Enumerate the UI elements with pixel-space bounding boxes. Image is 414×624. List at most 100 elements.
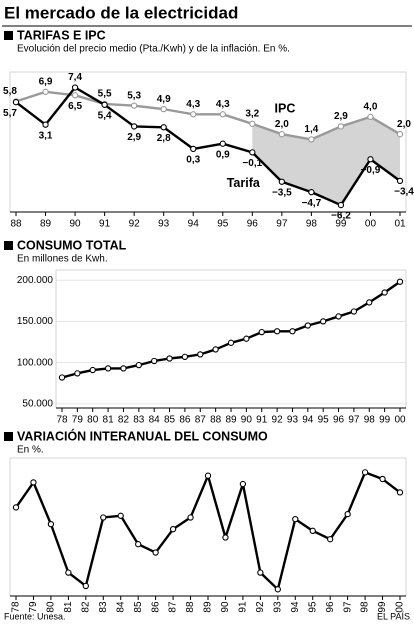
x-tick-label: 94 <box>290 601 301 613</box>
x-tick-label: 82 <box>118 415 130 426</box>
credit: EL PAÍS <box>377 611 410 621</box>
x-tick-label: 85 <box>133 601 144 613</box>
point <box>396 131 404 138</box>
value-label: 7,4 <box>68 72 82 83</box>
y-tick-label: 200.000 <box>17 275 54 286</box>
point <box>243 335 250 342</box>
x-tick-label: 90 <box>241 415 253 426</box>
plot-frame <box>55 269 407 409</box>
x-tick-label: 84 <box>149 415 161 426</box>
x-tick-label: 96 <box>333 415 345 426</box>
point <box>12 99 20 106</box>
value-label: 5,7 <box>3 108 17 119</box>
x-tick-label: 90 <box>220 601 231 613</box>
x-tick-label: 90 <box>70 219 82 230</box>
point <box>131 123 138 130</box>
x-tick-label: 93 <box>272 601 283 613</box>
point <box>350 308 358 315</box>
point <box>65 569 72 576</box>
point <box>160 124 167 131</box>
x-tick-label: 01 <box>394 219 406 230</box>
point <box>379 475 386 483</box>
point <box>308 136 315 143</box>
x-tick-label: 99 <box>335 219 347 230</box>
point <box>219 140 226 147</box>
x-tick-label: 92 <box>255 601 266 613</box>
x-tick-label: 95 <box>217 219 229 230</box>
point <box>100 514 107 521</box>
x-tick-label: 00 <box>365 219 377 230</box>
value-label: 0,3 <box>186 155 200 166</box>
point <box>396 278 404 285</box>
point <box>396 177 404 185</box>
value-label: −0,9 <box>361 165 381 176</box>
x-tick-label: 91 <box>256 415 268 426</box>
value-label: −0,1 <box>242 158 262 169</box>
point <box>239 480 247 488</box>
value-label: 2,0 <box>397 119 411 130</box>
point <box>337 123 345 130</box>
value-label: −3,4 <box>394 187 414 198</box>
value-label: 0,9 <box>216 149 230 160</box>
value-label: −3,5 <box>272 187 292 198</box>
x-tick-label: 86 <box>179 415 191 426</box>
value-label: 5,3 <box>127 90 141 101</box>
chart-subtitle: En millones de Kwh. <box>17 254 108 265</box>
point <box>104 365 112 372</box>
x-tick-label: 91 <box>238 601 249 613</box>
point <box>131 102 138 109</box>
header-square <box>4 432 13 441</box>
point <box>152 549 159 556</box>
point <box>204 472 212 479</box>
point <box>74 370 81 377</box>
x-tick-label: 83 <box>133 415 145 426</box>
x-tick-label: 89 <box>40 219 52 230</box>
x-tick-label: 95 <box>318 415 330 426</box>
point <box>289 328 296 335</box>
x-tick-label: 86 <box>150 601 161 613</box>
x-tick-label: 81 <box>63 601 74 613</box>
source: Fuente: Unesa. <box>4 611 66 621</box>
point <box>190 111 197 118</box>
chart-title: CONSUMO TOTAL <box>17 238 127 252</box>
x-tick-label: 87 <box>195 415 207 426</box>
point <box>58 374 66 381</box>
y-tick-label: 150.000 <box>17 316 54 327</box>
point <box>219 111 226 118</box>
x-tick-label: 99 <box>377 601 388 613</box>
x-tick-label: 80 <box>87 415 99 426</box>
point <box>258 328 265 336</box>
x-tick-label: 93 <box>158 219 170 230</box>
point <box>169 526 177 533</box>
point <box>42 88 49 95</box>
point <box>212 346 219 353</box>
x-tick-label: 85 <box>164 415 176 426</box>
chart-subtitle: Evolución del precio medio (Pta./Kwh) y … <box>17 44 290 55</box>
x-tick-label: 97 <box>276 219 288 230</box>
value-label: 4,0 <box>364 102 378 113</box>
x-tick-label: 82 <box>80 601 91 613</box>
x-tick-label: 98 <box>364 415 376 426</box>
x-tick-label: 92 <box>129 219 141 230</box>
x-tick-label: 79 <box>72 415 84 426</box>
x-tick-label: 97 <box>342 601 353 613</box>
point <box>135 361 142 369</box>
value-label: 5,5 <box>98 89 112 100</box>
line <box>15 86 401 207</box>
x-tick-label: 88 <box>185 601 196 613</box>
x-tick-label: 84 <box>115 601 126 613</box>
x-tick-label: 83 <box>98 601 109 613</box>
value-label: 1,4 <box>304 124 318 135</box>
point <box>12 504 20 511</box>
value-label: 6,5 <box>68 101 82 112</box>
point <box>187 514 194 521</box>
value-label: 2,9 <box>334 111 348 122</box>
x-tick-label: 80 <box>46 601 57 613</box>
point <box>278 131 285 138</box>
value-label: 2,8 <box>157 133 171 144</box>
point <box>47 521 55 528</box>
value-label: 4,9 <box>157 94 171 105</box>
point <box>273 328 281 335</box>
point <box>135 541 142 548</box>
point <box>367 113 374 121</box>
